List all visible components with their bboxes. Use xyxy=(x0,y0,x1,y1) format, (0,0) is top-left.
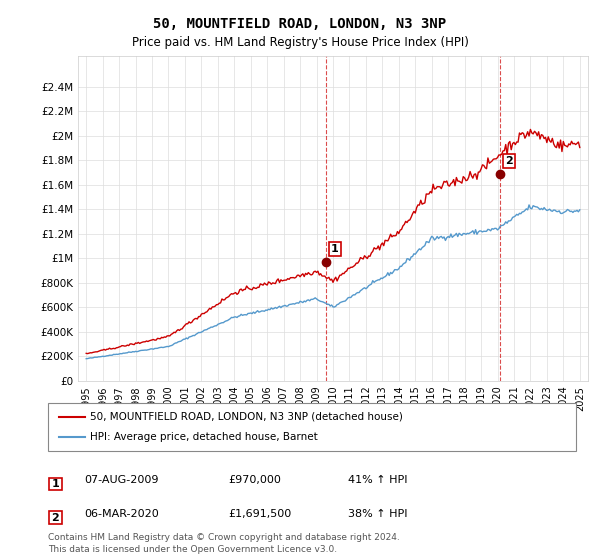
Text: 38% ↑ HPI: 38% ↑ HPI xyxy=(348,509,407,519)
Text: 06-MAR-2020: 06-MAR-2020 xyxy=(84,509,159,519)
Text: £1,691,500: £1,691,500 xyxy=(228,509,291,519)
Text: 07-AUG-2009: 07-AUG-2009 xyxy=(84,475,158,486)
Text: 50, MOUNTFIELD ROAD, LONDON, N3 3NP: 50, MOUNTFIELD ROAD, LONDON, N3 3NP xyxy=(154,17,446,31)
Text: Contains HM Land Registry data © Crown copyright and database right 2024.
This d: Contains HM Land Registry data © Crown c… xyxy=(48,533,400,554)
FancyBboxPatch shape xyxy=(48,403,576,451)
Text: 2: 2 xyxy=(505,156,513,166)
Text: 2: 2 xyxy=(52,513,59,522)
Text: £970,000: £970,000 xyxy=(228,475,281,486)
Text: HPI: Average price, detached house, Barnet: HPI: Average price, detached house, Barn… xyxy=(90,432,318,442)
FancyBboxPatch shape xyxy=(49,478,62,491)
Text: Price paid vs. HM Land Registry's House Price Index (HPI): Price paid vs. HM Land Registry's House … xyxy=(131,36,469,49)
Text: 1: 1 xyxy=(52,479,59,489)
Text: 1: 1 xyxy=(331,244,339,254)
Text: 41% ↑ HPI: 41% ↑ HPI xyxy=(348,475,407,486)
Text: 50, MOUNTFIELD ROAD, LONDON, N3 3NP (detached house): 50, MOUNTFIELD ROAD, LONDON, N3 3NP (det… xyxy=(90,412,403,422)
FancyBboxPatch shape xyxy=(49,511,62,524)
